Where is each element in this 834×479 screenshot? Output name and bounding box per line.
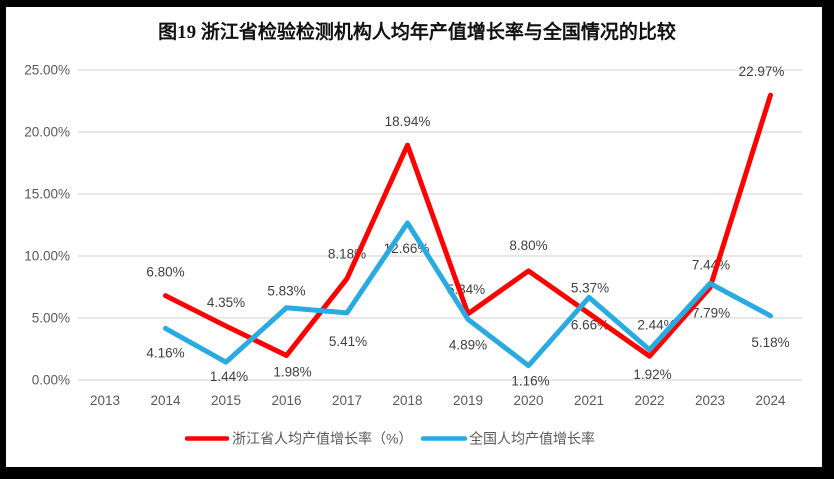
gridlines <box>78 69 802 381</box>
x-tick-label: 2015 <box>211 393 241 408</box>
x-tick-label: 2022 <box>634 393 664 408</box>
x-tick-label: 2014 <box>150 393 181 408</box>
x-tick-label: 2023 <box>695 393 725 408</box>
zhejiang-data-label: 7.44% <box>692 258 730 273</box>
x-tick-label: 2013 <box>90 393 120 408</box>
x-tick-label: 2024 <box>755 393 786 408</box>
data-labels: 6.80%4.35%1.98%8.18%18.94%5.34%8.80%5.37… <box>146 64 789 388</box>
zhejiang-data-label: 18.94% <box>385 114 431 129</box>
national-data-label: 4.89% <box>449 337 487 352</box>
national-data-label: 1.16% <box>511 374 549 389</box>
y-tick-label: 0.00% <box>32 373 70 388</box>
zhejiang-data-label: 4.35% <box>207 295 245 310</box>
zhejiang-data-label: 22.97% <box>739 64 785 79</box>
y-tick-label: 5.00% <box>32 311 70 326</box>
national-data-label: 4.16% <box>146 345 184 360</box>
legend: 浙江省人均产值增长率（%） 全国人均产值增长率 <box>184 431 595 447</box>
national-data-label: 7.79% <box>692 305 730 320</box>
x-tick-label: 2020 <box>513 393 543 408</box>
y-tick-label: 10.00% <box>24 249 70 264</box>
x-tick-label: 2018 <box>392 393 422 408</box>
chart-title: 图19 浙江省检验检测机构人均年产值增长率与全国情况的比较 <box>158 20 676 43</box>
x-tick-label: 2019 <box>453 393 483 408</box>
zhejiang-data-label: 8.80% <box>509 238 547 253</box>
zhejiang-data-label: 1.98% <box>273 364 311 379</box>
zhejiang-data-label: 6.80% <box>146 265 184 280</box>
national-data-label: 5.83% <box>267 284 305 299</box>
x-tick-label: 2017 <box>332 393 362 408</box>
zhejiang-data-label: 1.92% <box>633 367 671 382</box>
y-tick-label: 20.00% <box>24 125 70 140</box>
x-tick-label: 2016 <box>271 393 301 408</box>
y-tick-label: 15.00% <box>24 187 70 202</box>
zhejiang-data-label: 5.37% <box>571 280 609 295</box>
national-data-label: 1.44% <box>210 369 248 384</box>
zhejiang-series-line <box>163 92 773 359</box>
national-data-label: 5.41% <box>329 334 367 349</box>
y-tick-label: 25.00% <box>24 63 70 78</box>
x-tick-label: 2021 <box>574 393 604 408</box>
national-legend-label: 全国人均产值增长率 <box>469 431 595 447</box>
national-series-line <box>163 220 773 369</box>
y-axis-ticks: 0.00% 5.00% 10.00% 15.00% 20.00% 25.00% <box>24 63 70 388</box>
series-lines <box>163 92 773 369</box>
national-data-label: 5.18% <box>751 335 789 350</box>
zhejiang-legend-label: 浙江省人均产值增长率（%） <box>232 431 412 447</box>
x-axis-ticks: 2013 2014 2015 2016 2017 2018 2019 2020 2021 2022… <box>90 393 786 408</box>
